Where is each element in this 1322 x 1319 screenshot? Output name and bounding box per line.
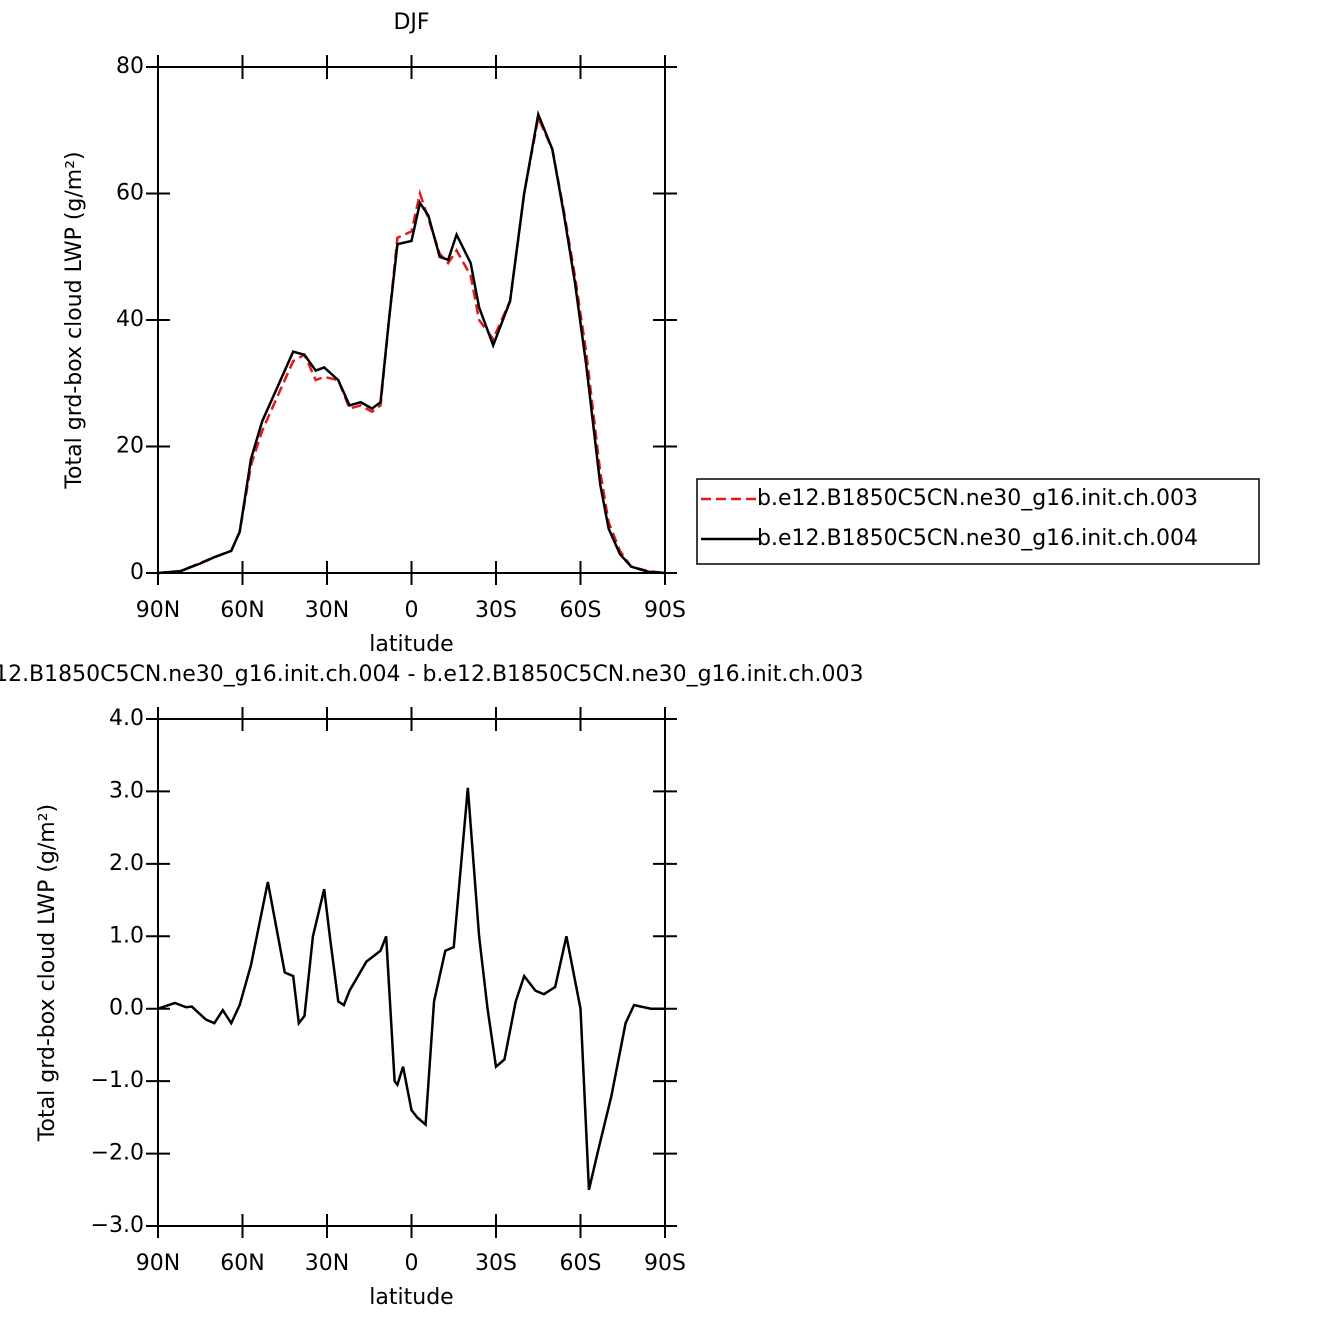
y-tick-label: −2.0 bbox=[91, 1141, 144, 1166]
y-tick-label: 2.0 bbox=[109, 851, 144, 876]
x-tick-label: 30N bbox=[305, 598, 349, 623]
y-tick-label: 60 bbox=[116, 181, 144, 206]
plot-frame bbox=[157, 66, 666, 574]
y-tick-label: 20 bbox=[116, 434, 144, 459]
plot-frame bbox=[157, 718, 666, 1227]
y-tick-label: 4.0 bbox=[109, 706, 144, 731]
data-line bbox=[157, 113, 666, 575]
x-tick-label: 90S bbox=[644, 1251, 686, 1276]
x-tick-label: 30S bbox=[475, 598, 517, 623]
x-tick-label: 30N bbox=[305, 1251, 349, 1276]
y-tick-label: −1.0 bbox=[91, 1068, 144, 1093]
x-tick-label: 30S bbox=[475, 1251, 517, 1276]
y-tick-label: 0.0 bbox=[109, 996, 144, 1021]
y-axis-label: Total grd-box cloud LWP (g/m²) bbox=[35, 804, 60, 1142]
x-tick-label: 90N bbox=[136, 1251, 180, 1276]
x-tick-label: 60S bbox=[560, 1251, 602, 1276]
x-tick-label: 90S bbox=[644, 598, 686, 623]
y-tick-label: −3.0 bbox=[91, 1213, 144, 1238]
y-tick-label: 3.0 bbox=[109, 778, 144, 803]
data-line bbox=[157, 787, 665, 1191]
chart-title: DJF bbox=[393, 10, 429, 35]
y-tick-label: 40 bbox=[116, 307, 144, 332]
legend-label: b.e12.B1850C5CN.ne30_g16.init.ch.003 bbox=[757, 486, 1198, 511]
x-tick-label: 0 bbox=[405, 1251, 419, 1276]
data-line bbox=[157, 109, 666, 575]
x-tick-label: 60N bbox=[220, 1251, 264, 1276]
y-tick-label: 0 bbox=[130, 560, 144, 585]
x-tick-label: 60N bbox=[220, 598, 264, 623]
y-tick-label: 1.0 bbox=[109, 923, 144, 948]
x-tick-label: 0 bbox=[405, 598, 419, 623]
y-axis-label: Total grd-box cloud LWP (g/m²) bbox=[62, 151, 87, 489]
y-tick-label: 80 bbox=[116, 54, 144, 79]
x-axis-label: latitude bbox=[369, 1285, 453, 1310]
x-tick-label: 60S bbox=[560, 598, 602, 623]
x-axis-label: latitude bbox=[369, 632, 453, 657]
legend-box bbox=[696, 478, 1260, 565]
x-tick-label: 90N bbox=[136, 598, 180, 623]
chart-title: b.e12.B1850C5CN.ne30_g16.init.ch.004 - b… bbox=[0, 662, 863, 687]
legend-label: b.e12.B1850C5CN.ne30_g16.init.ch.004 bbox=[757, 526, 1198, 551]
